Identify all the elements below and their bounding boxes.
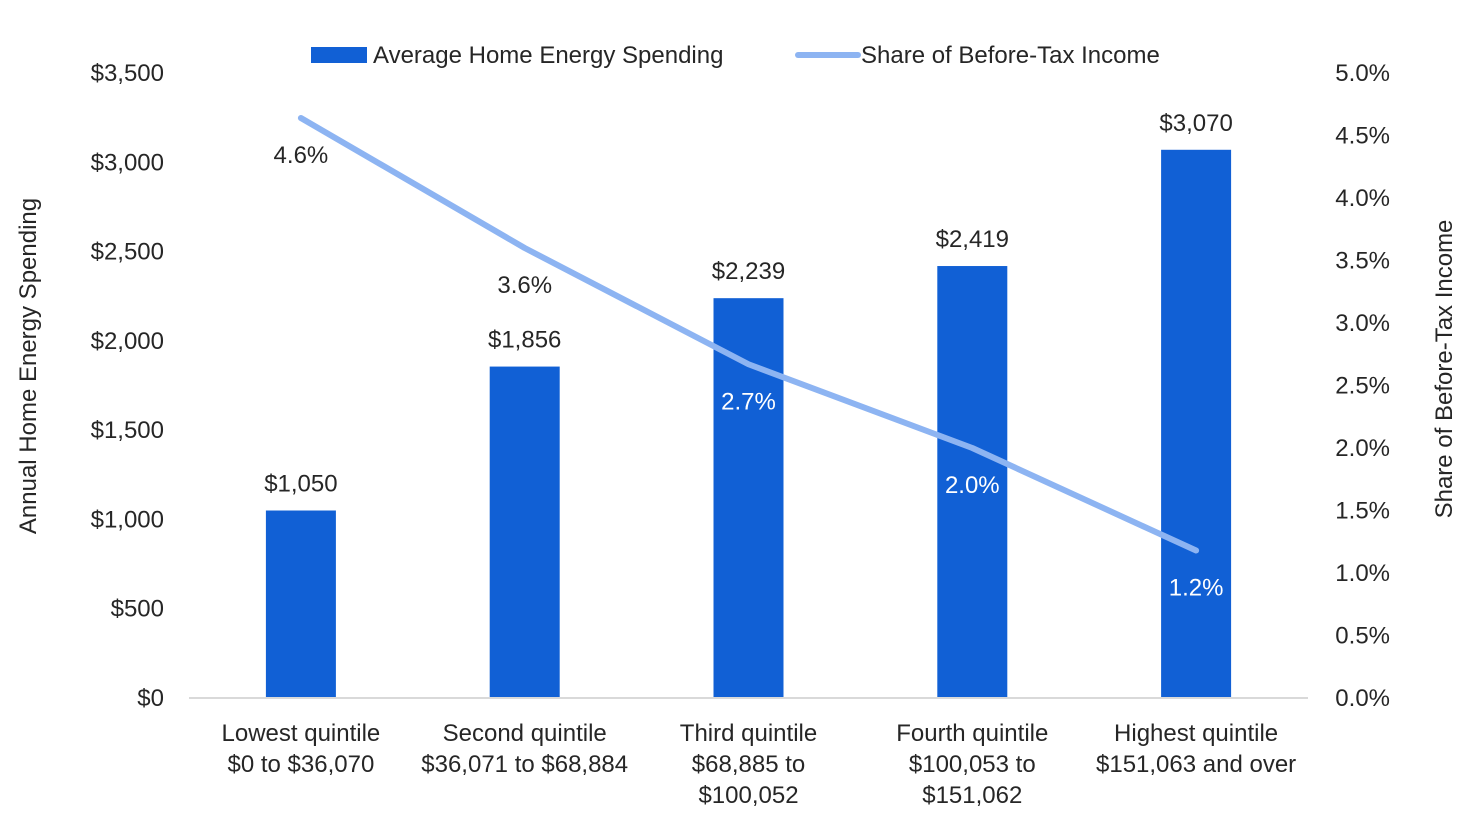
category-label: $36,071 to $68,884 bbox=[421, 751, 628, 778]
category-label: $100,053 to bbox=[909, 751, 1036, 778]
y2-tick-label: 5.0% bbox=[1335, 60, 1390, 87]
y2-tick-label: 4.0% bbox=[1335, 185, 1390, 212]
y-tick-label: $500 bbox=[111, 596, 164, 623]
legend-label-line: Share of Before-Tax Income bbox=[861, 42, 1160, 69]
y2-tick-label: 2.0% bbox=[1335, 435, 1390, 462]
bar bbox=[265, 510, 336, 698]
y-tick-label: $1,500 bbox=[91, 417, 164, 444]
line-value-label: 4.6% bbox=[274, 142, 329, 169]
category-label: Lowest quintile bbox=[222, 720, 381, 747]
y2-tick-label: 0.5% bbox=[1335, 623, 1390, 650]
y-tick-label: $3,500 bbox=[91, 60, 164, 87]
category-label: $100,052 bbox=[698, 782, 798, 809]
y-tick-label: $2,000 bbox=[91, 328, 164, 355]
line-value-label: 2.0% bbox=[945, 472, 1000, 499]
category-label: $68,885 to bbox=[692, 751, 805, 778]
y2-tick-label: 2.5% bbox=[1335, 373, 1390, 400]
bar bbox=[1161, 149, 1232, 699]
category-label: $0 to $36,070 bbox=[227, 751, 374, 778]
category-label: Highest quintile bbox=[1114, 720, 1278, 747]
y2-tick-label: 3.5% bbox=[1335, 248, 1390, 275]
bar-value-label: $3,070 bbox=[1159, 110, 1232, 137]
bar bbox=[937, 266, 1008, 698]
plot-area: $0 $500 $1,000 $1,500 $2,000 $2,500 $3,000 $3,5… bbox=[91, 60, 1390, 809]
y-tick-label: $3,000 bbox=[91, 149, 164, 176]
bar-value-label: $2,419 bbox=[936, 226, 1009, 253]
series-line bbox=[297, 115, 1200, 554]
y2-axis-title: Share of Before-Tax Income bbox=[1431, 220, 1458, 519]
line-value-label: 3.6% bbox=[497, 272, 552, 299]
y-tick-label: $2,500 bbox=[91, 239, 164, 266]
bar bbox=[713, 298, 784, 698]
bar-value-label: $1,050 bbox=[264, 471, 337, 498]
bar-value-label: $1,856 bbox=[488, 327, 561, 354]
y2-tick-label: 3.0% bbox=[1335, 310, 1390, 337]
category-label: $151,062 bbox=[922, 782, 1022, 809]
line-value-label: 2.7% bbox=[721, 388, 776, 415]
bar-value-label: $2,239 bbox=[712, 258, 785, 285]
y2-tick-label: 0.0% bbox=[1335, 685, 1390, 712]
bar bbox=[489, 366, 560, 698]
category-label: Third quintile bbox=[680, 720, 817, 747]
legend: Average Home Energy Spending Share of Be… bbox=[311, 42, 1160, 69]
line-value-label: 1.2% bbox=[1169, 575, 1224, 602]
legend-label-bars: Average Home Energy Spending bbox=[373, 42, 723, 69]
y-axis-title: Annual Home Energy Spending bbox=[15, 198, 42, 534]
legend-swatch-bars bbox=[311, 47, 367, 63]
y-tick-label: $0 bbox=[137, 685, 164, 712]
y2-tick-label: 4.5% bbox=[1335, 123, 1390, 150]
category-label: Fourth quintile bbox=[896, 720, 1048, 747]
category-label: Second quintile bbox=[443, 720, 607, 747]
y2-tick-label: 1.0% bbox=[1335, 560, 1390, 587]
y-tick-label: $1,000 bbox=[91, 506, 164, 533]
y2-tick-label: 1.5% bbox=[1335, 498, 1390, 525]
category-label: $151,063 and over bbox=[1096, 751, 1296, 778]
